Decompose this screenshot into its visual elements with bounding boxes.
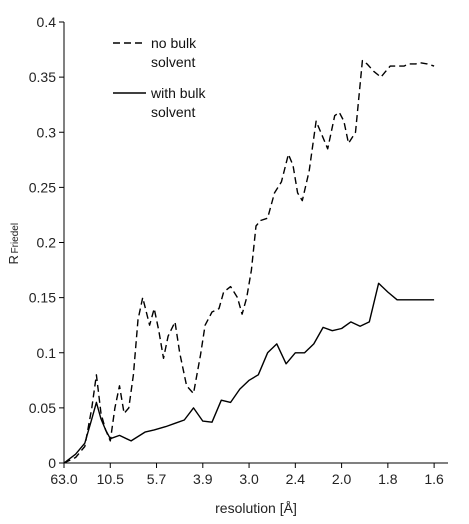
legend-label: solvent [151, 54, 195, 70]
x-axis: 63.0 10.5 5.7 3.9 3.0 2.4 2.0 1.8 1.6 [50, 463, 444, 487]
y-tick-label: 0.4 [37, 14, 57, 30]
y-tick-label: 0.2 [37, 235, 57, 251]
x-tick-label: 3.0 [239, 471, 259, 487]
x-axis-title: resolution [Å] [215, 500, 297, 516]
legend: no bulk solvent with bulk solvent [113, 35, 206, 120]
y-axis-title-subscript: Friedel [10, 223, 21, 254]
x-tick-label: 5.7 [147, 471, 167, 487]
y-tick-label: 0.1 [37, 345, 57, 361]
x-tick-label: 1.6 [424, 471, 444, 487]
y-axis: 0 0.05 0.1 0.15 0.2 0.25 0.3 0.35 0.4 [29, 14, 64, 471]
x-tick-label: 63.0 [50, 471, 77, 487]
legend-label: with bulk [150, 85, 206, 101]
y-tick-label: 0.15 [29, 290, 56, 306]
y-axis-title-main: R [6, 255, 21, 264]
series-line-no-bulk-solvent [63, 59, 435, 464]
series-layer [63, 59, 435, 464]
series-line-with-bulk-solvent [63, 282, 435, 464]
x-tick-label: 1.8 [378, 471, 398, 487]
legend-label: solvent [151, 104, 195, 120]
x-tick-label: 10.5 [97, 471, 124, 487]
legend-label: no bulk [151, 35, 197, 51]
y-tick-label: 0.35 [29, 69, 56, 85]
y-tick-label: 0 [48, 455, 56, 471]
x-tick-label: 2.0 [332, 471, 352, 487]
y-tick-label: 0.3 [37, 124, 57, 140]
x-tick-label: 2.4 [286, 471, 306, 487]
y-tick-label: 0.25 [29, 179, 56, 195]
x-tick-label: 3.9 [193, 471, 213, 487]
y-tick-label: 0.05 [29, 400, 56, 416]
